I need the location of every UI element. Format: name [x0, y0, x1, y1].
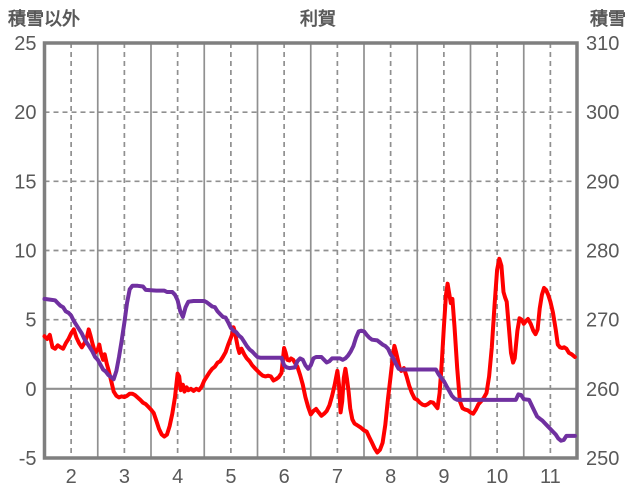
left-axis-tick-label: 25	[14, 33, 36, 55]
x-axis-tick-label: 9	[438, 466, 449, 488]
right-axis-title: 積雪	[590, 9, 626, 29]
sekisetsu-series-line	[42, 283, 577, 443]
x-axis-tick-label: 11	[540, 466, 561, 488]
right-axis-tick-label: 300	[586, 102, 619, 124]
x-axis-tick-label: 3	[119, 466, 130, 488]
left-axis-title: 積雪以外	[8, 9, 80, 29]
x-axis-tick-label: 8	[385, 466, 396, 488]
chart-title: 利賀	[300, 9, 336, 29]
left-axis-tick-label: -5	[19, 448, 37, 470]
right-axis-tick-label: 290	[586, 171, 619, 193]
left-axis-tick-label: 5	[25, 310, 36, 332]
x-axis-tick-label: 2	[66, 466, 77, 488]
right-axis-tick-label: 250	[586, 448, 619, 470]
right-axis-tick-label: 310	[586, 33, 619, 55]
left-axis-tick-label: 15	[14, 171, 36, 193]
left-axis-tick-label: 0	[25, 379, 36, 401]
right-axis-tick-label: 260	[586, 379, 619, 401]
x-axis-tick-label: 10	[486, 466, 508, 488]
x-axis-tick-label: 7	[332, 466, 343, 488]
right-axis-tick-label: 280	[586, 241, 619, 263]
plot-frame	[42, 41, 579, 460]
right-axis-tick-label: 270	[586, 310, 619, 332]
x-axis-tick-label: 4	[172, 466, 183, 488]
sekisetsu-igai-series-line	[42, 256, 577, 455]
left-axis-tick-label: 20	[14, 102, 36, 124]
left-axis-tick-label: 10	[14, 241, 36, 263]
x-axis-tick-label: 6	[279, 466, 290, 488]
x-axis-tick-label: 5	[225, 466, 236, 488]
